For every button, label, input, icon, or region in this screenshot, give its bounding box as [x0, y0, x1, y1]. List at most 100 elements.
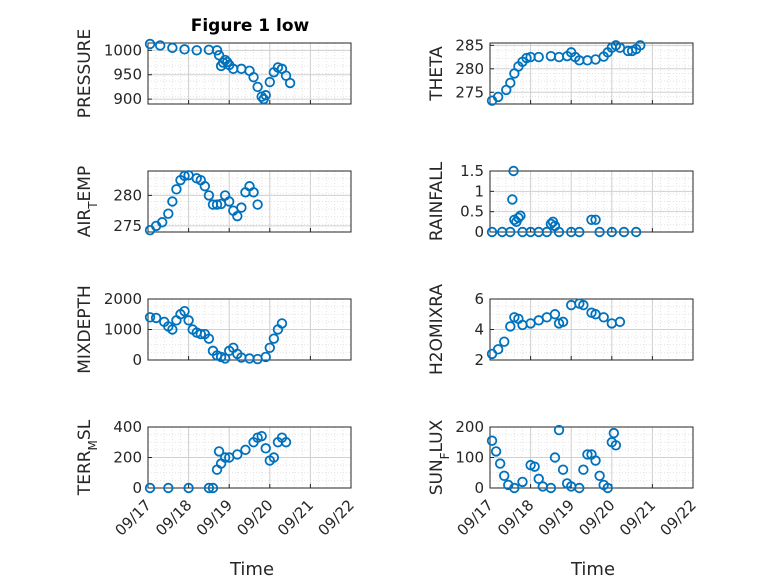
y-tick-label: 400: [113, 418, 142, 436]
y-axis-label: AIRTEMP: [75, 166, 100, 237]
data-point: [553, 226, 565, 238]
data-point: [260, 90, 271, 101]
axes-box: [489, 170, 694, 233]
y-tick-label: 0: [132, 351, 142, 369]
data-point: [144, 312, 156, 323]
y-tick-label: 2: [474, 351, 484, 369]
data-point: [582, 449, 593, 460]
data-point: [610, 440, 622, 451]
data-point: [207, 482, 219, 494]
y-tick-label: 4: [474, 321, 484, 339]
data-point: [515, 210, 526, 221]
data-point: [252, 199, 263, 210]
data-point: [574, 482, 585, 494]
data-point: [167, 196, 178, 207]
data-point: [606, 226, 618, 238]
data-point: [594, 470, 605, 482]
y-tick-label: 100: [455, 449, 484, 467]
data-point: [179, 306, 190, 317]
data-point: [553, 424, 565, 436]
axes-box: [147, 426, 352, 489]
data-point: [191, 45, 202, 56]
y-tick-label: 900: [113, 90, 142, 108]
x-tick-label: 09/21: [616, 496, 659, 539]
data-point: [144, 38, 156, 50]
y-tick-label: 0: [132, 479, 142, 497]
y-tick-label: 950: [113, 66, 142, 84]
data-point: [590, 455, 601, 466]
data-point: [219, 353, 231, 364]
data-point: [608, 427, 620, 439]
data-point: [183, 315, 194, 326]
data-point: [492, 344, 504, 355]
data-point: [240, 444, 251, 456]
axes-box: [489, 298, 694, 361]
data-point: [284, 77, 296, 89]
data-point: [167, 324, 178, 335]
data-point: [213, 446, 225, 457]
data-point: [154, 40, 166, 51]
data-point: [252, 81, 263, 93]
data-point: [499, 470, 510, 482]
data-point: [217, 57, 229, 68]
data-point: [260, 443, 271, 454]
data-point: [549, 309, 561, 320]
data-point: [557, 464, 569, 475]
data-point: [260, 351, 271, 363]
data-point: [232, 449, 243, 460]
data-point: [549, 452, 561, 463]
data-point: [557, 316, 569, 328]
data-point: [499, 336, 510, 347]
data-point: [486, 435, 498, 446]
data-point: [268, 452, 280, 463]
y-tick-label: 1: [474, 182, 484, 200]
data-point: [203, 190, 215, 201]
data-point: [505, 226, 516, 238]
data-point: [529, 461, 540, 472]
data-point: [203, 482, 215, 494]
data-point: [598, 312, 609, 323]
x-tick-label: 09/17: [112, 496, 155, 539]
y-axis-label: RAINFALL: [427, 161, 447, 241]
data-point: [248, 187, 259, 198]
data-point: [183, 482, 194, 494]
subplot-7: 400 200 0 TERRMSL 09/1709/1809/1909/2009/210…: [75, 418, 358, 539]
data-point: [280, 437, 292, 448]
axes-box: [147, 298, 352, 361]
data-point: [533, 473, 544, 485]
subplot-8: 200 100 0 SUNFLUX09/1709/1809/1909/2009/210…: [427, 418, 700, 539]
y-tick-label: 275: [113, 217, 142, 235]
y-tick-label: 1000: [104, 321, 142, 339]
data-point: [517, 476, 528, 488]
data-point: [513, 212, 524, 223]
data-point: [179, 44, 190, 55]
data-point: [211, 199, 223, 210]
x-tick-label: 09/19: [535, 496, 578, 539]
data-point: [507, 194, 518, 205]
data-point: [533, 51, 544, 63]
data-point: [602, 482, 613, 494]
x-tick-label: 09/21: [274, 496, 317, 539]
y-axis-label: THETA: [427, 46, 447, 102]
data-point: [574, 226, 585, 238]
data-point: [614, 316, 626, 328]
data-point: [521, 52, 532, 64]
x-tick-label: 09/18: [152, 496, 195, 539]
data-point: [586, 214, 597, 226]
y-tick-label: 0: [474, 223, 484, 241]
y-tick-label: 0.5: [460, 203, 484, 221]
y-axis-label: SUNFLUX: [427, 419, 452, 495]
y-axis-label: TERRMSL: [75, 419, 100, 496]
data-point: [618, 226, 630, 238]
data-point: [594, 226, 605, 238]
y-tick-label: 275: [455, 83, 484, 101]
subplot-4: 1.5 1 0.5 0 RAINFALL: [427, 161, 694, 241]
data-point: [144, 482, 156, 494]
subplot-2: 285 280 275 THETA: [427, 36, 694, 106]
data-point: [195, 328, 206, 340]
figure-title: Figure 1 low: [191, 16, 310, 36]
data-point: [256, 430, 267, 442]
data-point: [492, 91, 504, 103]
y-tick-label: 0: [474, 479, 484, 497]
